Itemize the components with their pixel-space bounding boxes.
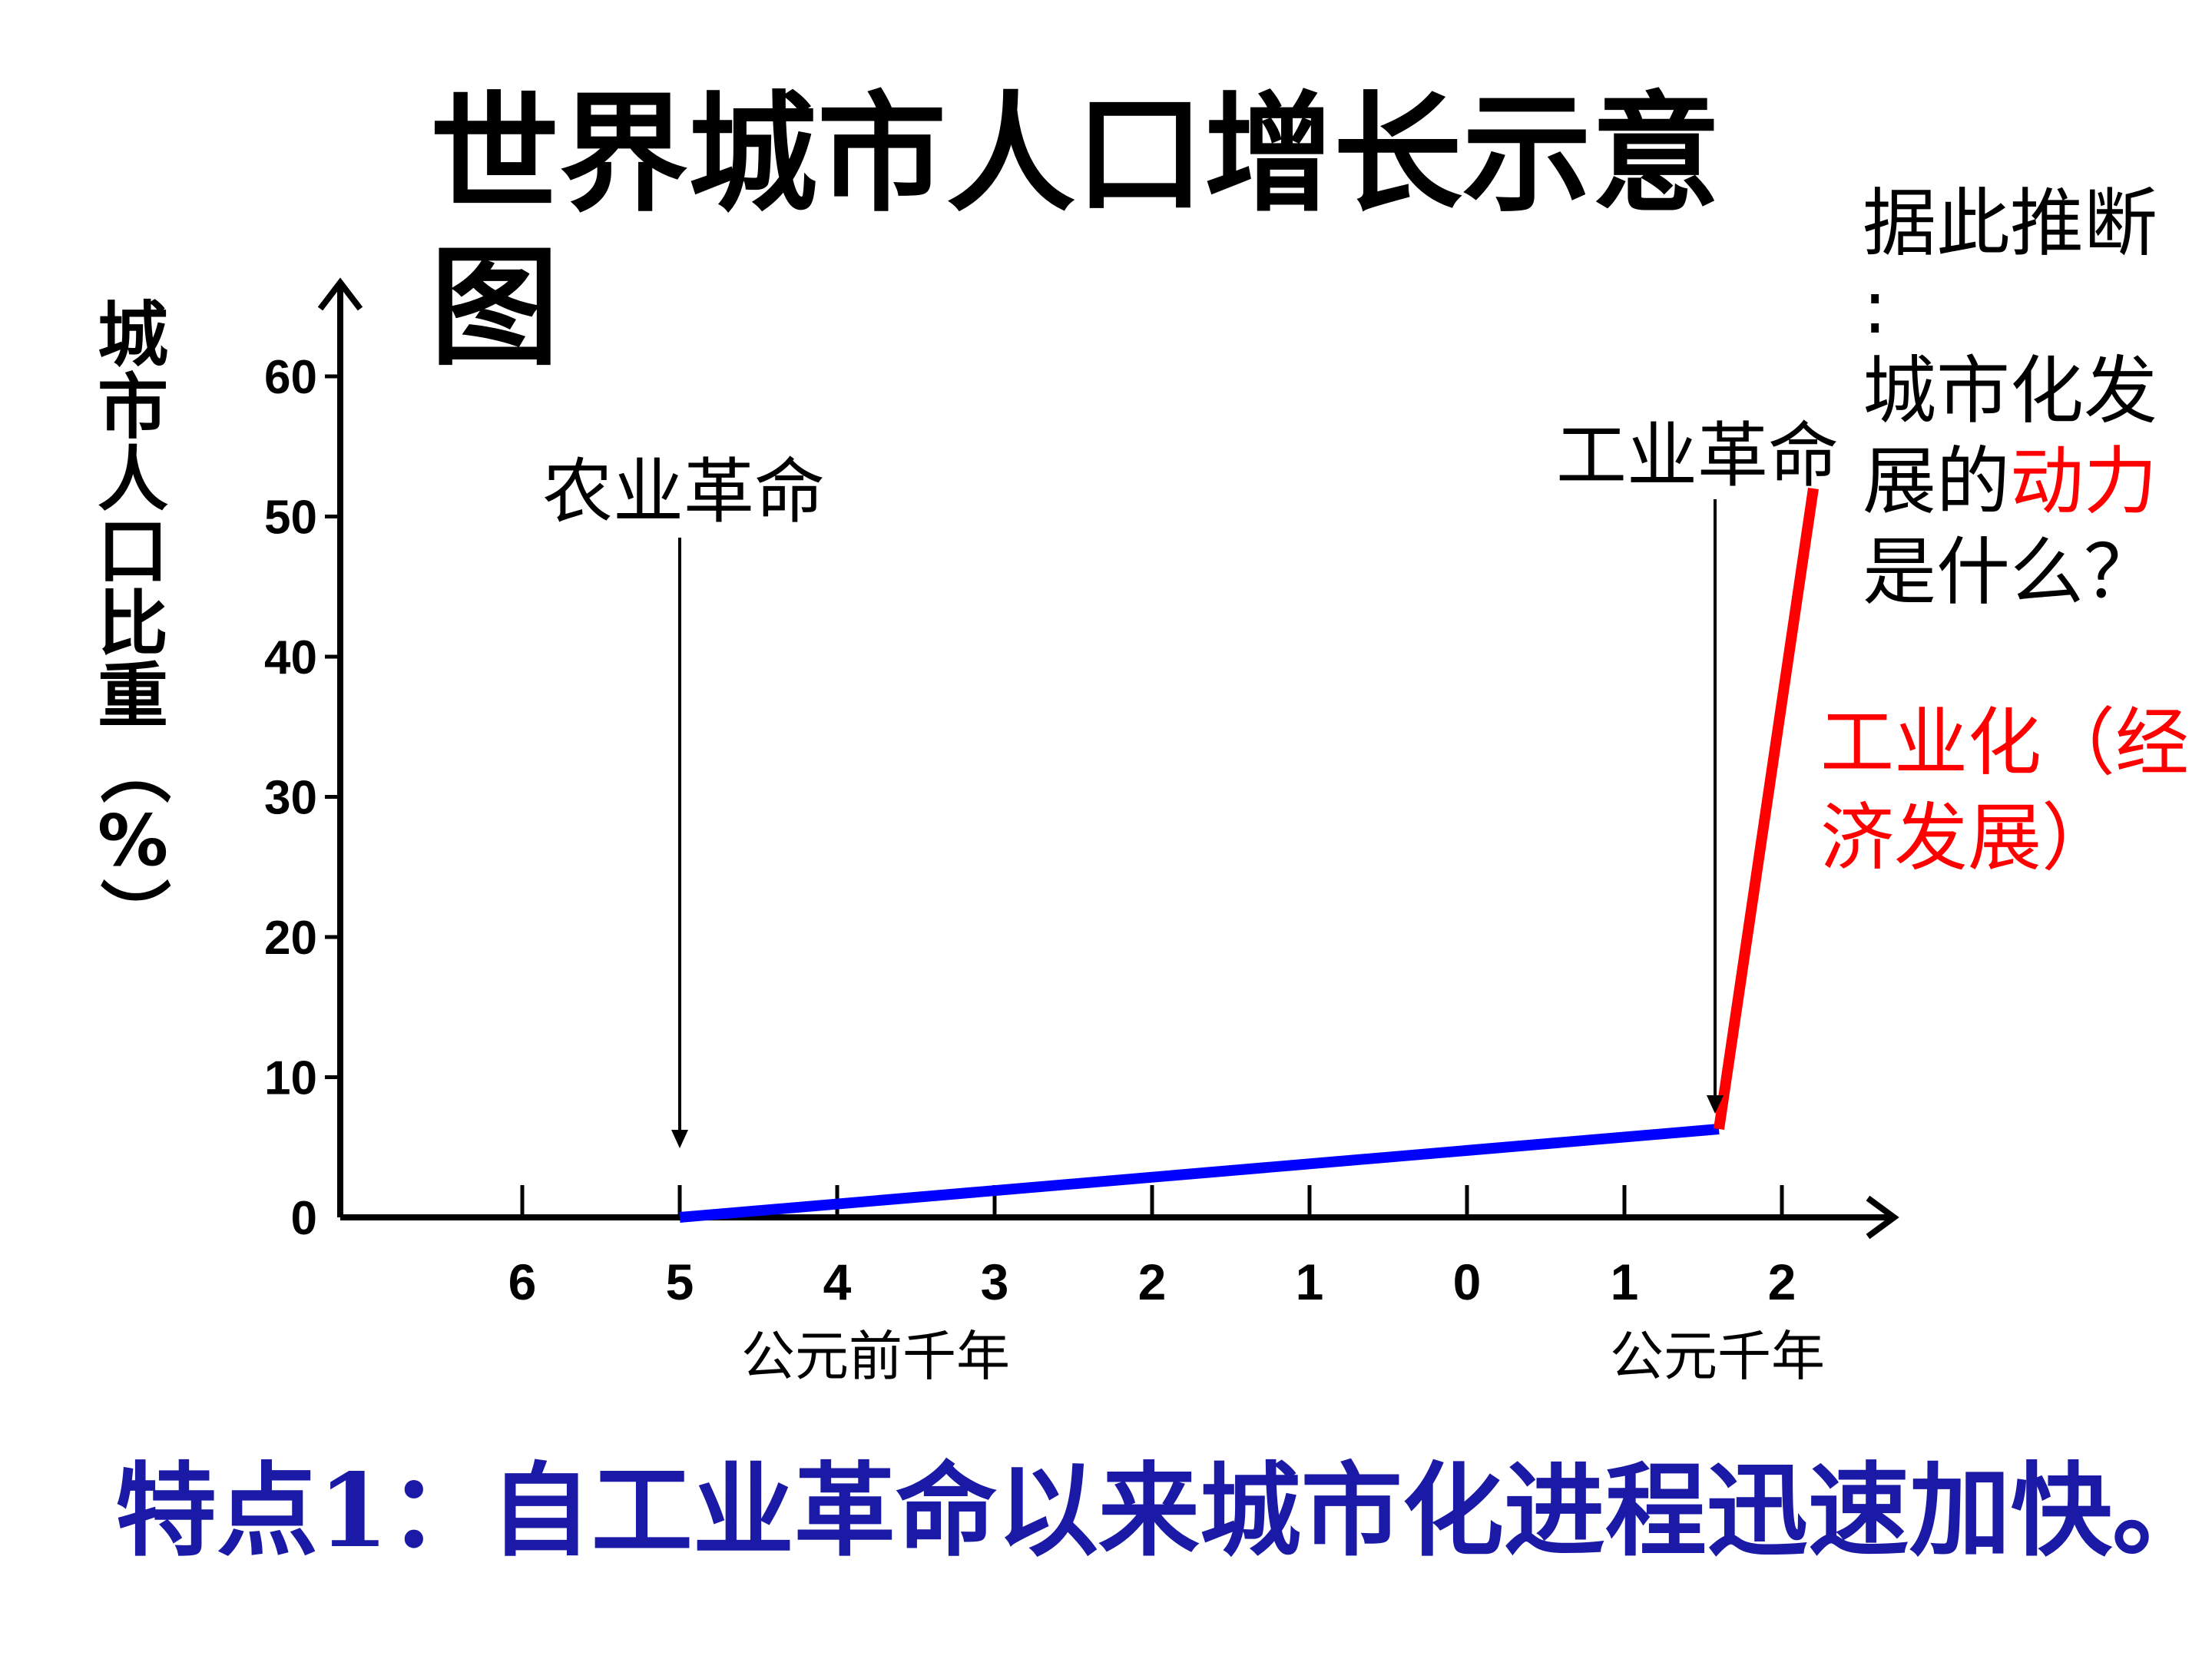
- series-line-blue: [679, 1124, 1720, 1223]
- y-axis-label-char: 人: [97, 439, 168, 521]
- y-axis-arrowhead: [317, 277, 363, 311]
- annotation-industrial-revolution: 工业革命: [1556, 415, 1839, 497]
- answer-note: 工业化（经 济发展）: [1820, 695, 2204, 886]
- x-tick-label: 1: [1611, 1253, 1639, 1310]
- answer-line: 济发展）: [1820, 795, 2115, 881]
- annotation-arrowhead: [671, 1130, 688, 1148]
- y-axis-label-char: 口: [97, 511, 168, 593]
- question-text: 据此推断 : 城市化发 展的动力 是什么？: [1863, 178, 2200, 618]
- y-tick-label: 50: [264, 492, 317, 545]
- y-tick-label: 40: [264, 631, 317, 684]
- y-axis-label-char: 市: [97, 366, 168, 449]
- x-group-label-bc: 公元前千年: [741, 1325, 1010, 1388]
- x-tick-label: 1: [1296, 1253, 1324, 1310]
- annotation-arrowhead: [1707, 1095, 1724, 1114]
- series-line-red: [1714, 487, 1819, 1131]
- y-axis-label: 城 市 人 口 比 重 （ % ）: [91, 300, 175, 949]
- x-tick-label: 5: [666, 1253, 694, 1310]
- x-tick-label: 2: [1138, 1253, 1167, 1310]
- chart-title: 世界城市人口增长示意图: [430, 78, 1720, 383]
- question-line: 展的动力: [1863, 436, 2200, 527]
- x-tick-label: 0: [1453, 1253, 1482, 1310]
- question-line: 据此推断: [1863, 180, 2157, 267]
- y-axis-label-char: 比: [97, 583, 168, 665]
- y-axis-label-char: %: [97, 800, 169, 882]
- question-line-prefix: 展的: [1863, 439, 2010, 525]
- y-tick-label: 0: [291, 1192, 317, 1245]
- x-axis-arrowhead: [1866, 1195, 1899, 1240]
- x-group-label-ad: 公元千年: [1610, 1325, 1825, 1388]
- annotation-agricultural-revolution: 农业革命: [542, 451, 825, 533]
- question-line: :: [1863, 264, 1888, 350]
- footer-conclusion: 特点1：自工业革命以来城市化进程迅速加快。: [115, 1452, 2212, 1571]
- y-tick-label: 20: [264, 912, 317, 965]
- x-tick-label: 4: [823, 1253, 852, 1310]
- question-highlight: 动力: [2010, 439, 2157, 525]
- y-tick-label: 10: [264, 1052, 317, 1105]
- y-tick-label: 30: [264, 772, 317, 825]
- question-line: 城市化发: [1863, 348, 2157, 434]
- question-line: 是什么？: [1863, 529, 2157, 615]
- answer-line: 工业化（经: [1820, 700, 2189, 786]
- x-tick-label: 3: [981, 1253, 1009, 1310]
- x-tick-label: 6: [508, 1253, 537, 1310]
- x-tick-label: 2: [1768, 1253, 1796, 1310]
- y-tick-label: 60: [264, 351, 317, 404]
- y-axis-label-char: 城: [97, 294, 168, 376]
- y-axis-label-char: 重: [97, 655, 168, 737]
